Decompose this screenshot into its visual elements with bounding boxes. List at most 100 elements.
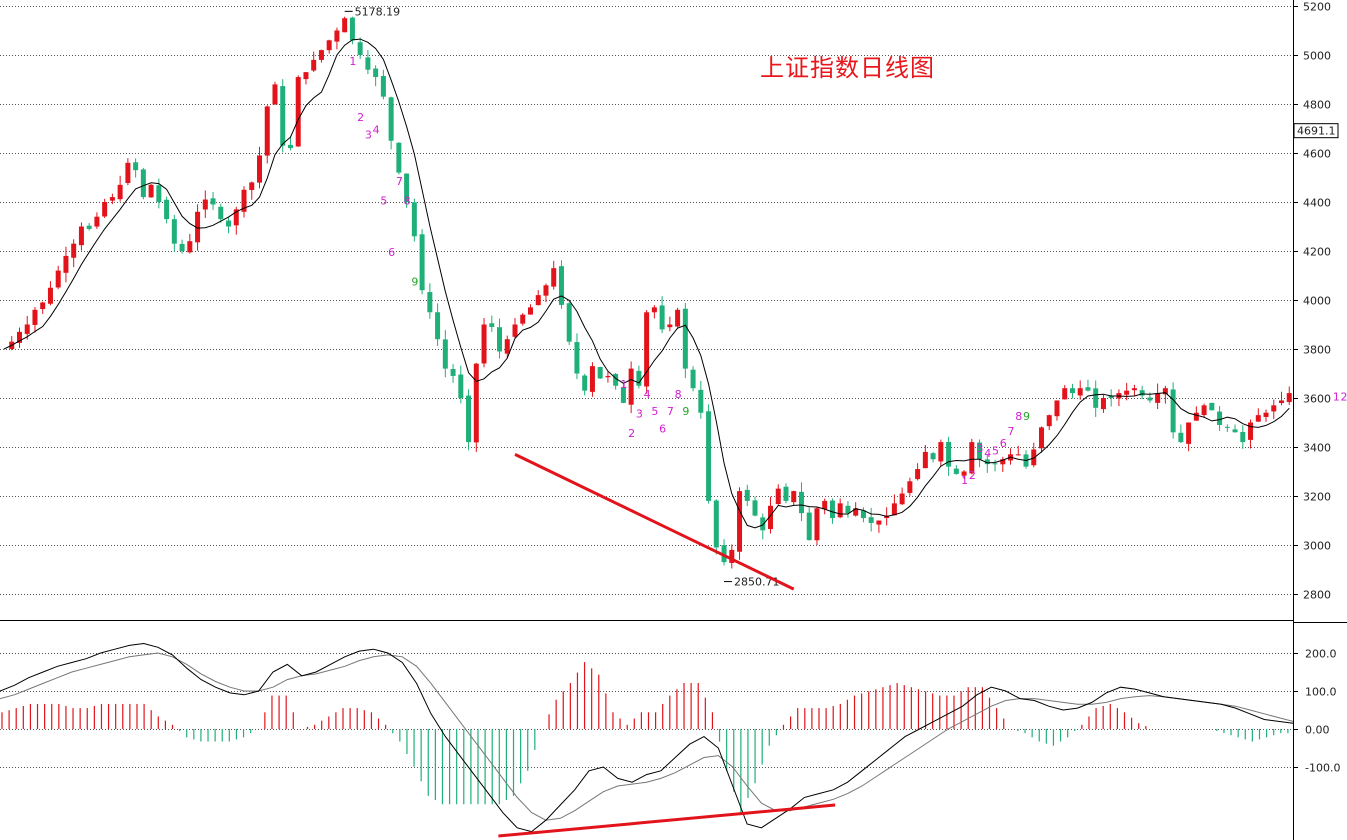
macd-divergence-line <box>498 803 836 838</box>
candle <box>698 389 704 413</box>
price-divergence-line <box>514 452 795 591</box>
candle <box>125 162 131 183</box>
candle <box>977 442 983 460</box>
price-tick-label: 3600 <box>1303 393 1331 406</box>
price-tick-label: 2800 <box>1303 589 1331 602</box>
candle <box>133 162 139 171</box>
candle <box>450 369 456 376</box>
candle <box>396 142 402 173</box>
current-price-box <box>1293 123 1339 139</box>
candle <box>63 255 69 273</box>
td-sequence-label: 7 <box>667 405 674 418</box>
moving-average-line <box>3 38 1290 529</box>
candle <box>40 302 46 310</box>
candle <box>342 18 348 33</box>
candle <box>1077 388 1083 396</box>
candle <box>94 216 100 227</box>
candle <box>71 243 77 258</box>
td-sequence-label: 1 <box>961 474 968 487</box>
candle <box>946 441 952 467</box>
candle <box>280 86 286 146</box>
td-sequence-label: 2 <box>1340 390 1347 403</box>
candle <box>605 375 611 378</box>
candle <box>148 184 154 198</box>
candle <box>775 488 781 505</box>
macd-tick-label: 0.00 <box>1305 724 1330 737</box>
candle <box>187 241 193 253</box>
candle <box>32 309 38 325</box>
candle <box>582 375 588 391</box>
candle <box>109 197 115 201</box>
td-sequence-label: 4 <box>644 388 651 401</box>
candle <box>737 491 743 552</box>
candle <box>1108 396 1114 398</box>
candle <box>690 369 696 389</box>
price-tick-label: 3800 <box>1303 344 1331 357</box>
candle <box>899 493 905 505</box>
candle <box>264 106 270 156</box>
candle <box>1062 388 1068 400</box>
candle <box>24 324 30 334</box>
candle <box>543 285 549 296</box>
candle <box>1000 459 1006 465</box>
candle <box>829 500 835 519</box>
macd-tick-label: 200.0 <box>1305 648 1337 661</box>
candle <box>1178 432 1184 443</box>
candle <box>1248 422 1254 440</box>
macd-tick-label: 100.0 <box>1305 686 1337 699</box>
candle <box>1186 422 1192 444</box>
high-annotation: 5178.19 <box>355 5 401 18</box>
candle <box>357 42 363 55</box>
candle <box>287 144 293 149</box>
candle <box>589 366 595 392</box>
candle <box>667 324 673 328</box>
candle <box>1031 449 1037 466</box>
td-sequence-label: 6 <box>388 246 395 259</box>
candle <box>1054 400 1060 417</box>
td-sequence-label: 5 <box>380 194 387 207</box>
td-sequence-label: 2 <box>357 111 364 124</box>
candle <box>953 468 959 474</box>
candle <box>373 68 379 78</box>
candle <box>504 339 510 354</box>
candle <box>682 308 688 369</box>
candle <box>257 155 263 183</box>
candle <box>380 75 386 97</box>
candle <box>1217 411 1223 425</box>
candle <box>16 331 22 343</box>
td-sequence-label: 8 <box>1015 410 1022 423</box>
candle <box>202 199 208 210</box>
candle <box>845 505 851 514</box>
candle <box>891 503 897 516</box>
td-sequence-label: 9 <box>411 275 418 288</box>
candle <box>984 459 990 465</box>
td-sequence-label: 1 <box>620 378 627 391</box>
candle <box>233 209 239 226</box>
price-tick-label: 4600 <box>1303 148 1331 161</box>
candle <box>497 327 503 352</box>
candle <box>822 500 828 510</box>
candle <box>915 469 921 480</box>
candle <box>938 442 944 462</box>
candle <box>992 463 998 465</box>
td-sequence-label: 4 <box>984 447 991 460</box>
candle <box>721 545 727 563</box>
low-annotation: 2850.71 <box>734 576 780 589</box>
td-sequence-label: 9 <box>1023 410 1030 423</box>
td-sequence-label: 4 <box>373 123 380 136</box>
candle <box>311 59 317 71</box>
price-tick-label: 3400 <box>1303 442 1331 455</box>
candle <box>171 219 177 244</box>
candle <box>210 198 216 205</box>
candle <box>458 374 464 398</box>
price-tick-label: 3200 <box>1303 491 1331 504</box>
candle <box>1155 393 1161 403</box>
candle <box>1124 390 1130 395</box>
candle <box>791 491 797 503</box>
candle <box>78 226 84 246</box>
candle <box>768 505 774 530</box>
candle <box>86 225 92 229</box>
td-sequence-label: 1 <box>349 55 356 68</box>
price-tick-label: 4200 <box>1303 246 1331 259</box>
candle <box>1271 405 1277 412</box>
